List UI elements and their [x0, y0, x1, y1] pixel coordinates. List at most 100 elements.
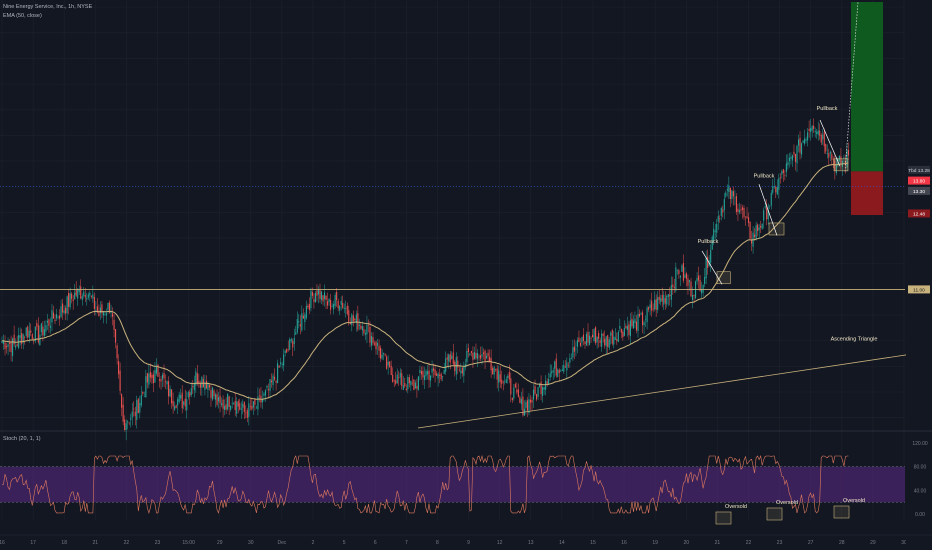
candle-body — [231, 403, 233, 404]
candle-body — [21, 332, 23, 344]
annotation-label: Ascending Triangle — [831, 337, 878, 343]
oversold-label: Oversold — [843, 498, 865, 504]
candle-body — [539, 384, 541, 388]
candle-body — [552, 370, 554, 373]
candle-body — [196, 373, 198, 384]
candle-body — [769, 205, 771, 207]
candle-body — [395, 380, 397, 384]
ema-legend: EMA (50, close) — [3, 13, 42, 19]
candle-body — [782, 169, 784, 174]
candle-body — [80, 286, 82, 299]
candle-body — [563, 364, 565, 372]
candle-body — [111, 313, 114, 317]
candle-body — [169, 388, 171, 397]
candle-body — [785, 163, 787, 172]
candle-body — [466, 351, 468, 363]
candle-body — [245, 412, 247, 414]
candle-body — [844, 160, 847, 165]
candle-body — [740, 209, 742, 211]
candle-body — [201, 377, 203, 388]
candle-body — [186, 399, 188, 411]
candle-body — [614, 337, 616, 340]
candle-body — [252, 401, 254, 408]
candle-body — [118, 361, 120, 375]
candle-body — [307, 305, 309, 308]
candle-body — [330, 300, 332, 310]
candle-body — [242, 403, 244, 408]
candle-body — [234, 400, 236, 411]
candle-body — [25, 327, 27, 336]
candle-body — [373, 343, 376, 345]
pullback-arrow — [701, 250, 723, 285]
x-tick-label: 2 — [312, 540, 315, 546]
candle-body — [766, 205, 768, 220]
candle-body — [364, 333, 366, 335]
stochastic-pane — [0, 454, 905, 525]
candle-body — [116, 345, 118, 359]
candle-body — [404, 383, 406, 387]
candle-body — [646, 307, 648, 323]
candle-body — [52, 312, 55, 319]
candle-body — [805, 139, 807, 141]
candle-body — [835, 164, 837, 174]
candle-body — [489, 356, 491, 362]
candle-body — [257, 396, 259, 410]
candle-body — [764, 206, 766, 208]
candle-body — [467, 348, 469, 353]
candle-body — [732, 191, 734, 197]
candle-body — [280, 362, 282, 364]
candle-body — [331, 306, 333, 307]
candle-body — [620, 328, 622, 333]
candle-body — [493, 367, 495, 375]
candle-body — [728, 185, 730, 193]
candle-body — [164, 381, 167, 383]
candle-body — [557, 369, 559, 377]
candle-body — [295, 332, 297, 335]
candle-body — [149, 371, 151, 378]
candle-body — [222, 399, 224, 409]
candle-body — [270, 380, 273, 383]
candle-body — [92, 294, 94, 299]
candle-body — [24, 336, 26, 338]
oversold-box — [715, 511, 732, 525]
candle-body — [723, 199, 725, 211]
candle-body — [7, 344, 9, 347]
candle-body — [69, 293, 71, 308]
candle-body — [101, 304, 103, 314]
candle-body — [255, 407, 257, 409]
candle-body — [372, 337, 374, 344]
candle-body — [543, 386, 545, 390]
candle-body — [95, 310, 97, 311]
last-price-tag — [908, 165, 930, 174]
candle-body — [269, 379, 271, 391]
candle-body — [168, 381, 170, 397]
candle-body — [569, 358, 571, 363]
candle-body — [808, 128, 810, 132]
candle-body — [585, 333, 588, 346]
candle-body — [581, 337, 583, 343]
candle-body — [33, 341, 35, 342]
candle-body — [601, 333, 603, 347]
annotation-label: Pullback — [698, 239, 719, 245]
candle-body — [296, 319, 298, 333]
candle-body — [598, 332, 600, 339]
candle-body — [140, 395, 142, 406]
candle-body — [314, 293, 317, 303]
candle-body — [820, 134, 822, 143]
candle-body — [304, 314, 306, 322]
candle-body — [714, 230, 716, 232]
candle-body — [254, 399, 256, 405]
candle-body — [637, 313, 639, 332]
candle-body — [705, 257, 707, 279]
candle-body — [807, 132, 809, 141]
price-tag-2 — [908, 186, 930, 195]
candle-body — [673, 287, 675, 289]
candle-body — [670, 285, 672, 300]
candle-body — [811, 126, 813, 131]
candle-body — [54, 319, 56, 322]
candle-body — [127, 421, 129, 423]
candle-body — [672, 284, 674, 288]
candle-body — [802, 140, 804, 143]
candle-body — [57, 316, 59, 318]
